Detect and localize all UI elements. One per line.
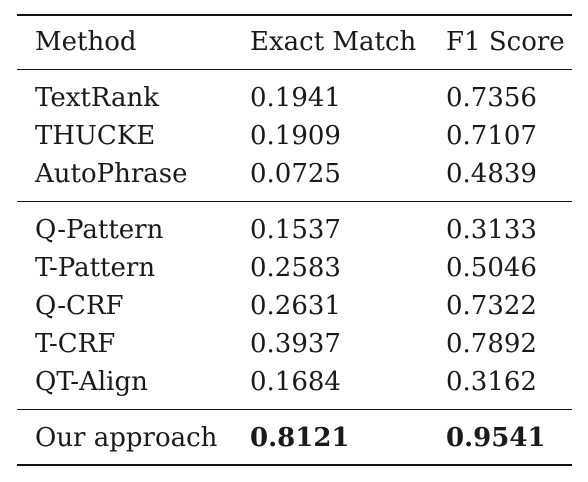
f1-cell: 0.3133 — [446, 215, 537, 245]
table-row: TextRank 0.1941 0.7356 — [0, 79, 588, 117]
exact-match-cell: 0.0725 — [250, 159, 341, 189]
method-cell: QT-Align — [35, 367, 148, 397]
table-row: THUCKE 0.1909 0.7107 — [0, 117, 588, 155]
exact-match-cell: 0.1537 — [250, 215, 341, 245]
table-row: T-CRF 0.3937 0.7892 — [0, 325, 588, 363]
f1-cell: 0.3162 — [446, 367, 537, 397]
method-cell: TextRank — [35, 83, 159, 113]
exact-match-cell: 0.1909 — [250, 121, 341, 151]
f1-cell: 0.7892 — [446, 329, 537, 359]
table-row: AutoPhrase 0.0725 0.4839 — [0, 155, 588, 193]
f1-cell: 0.9541 — [446, 423, 546, 453]
f1-cell: 0.4839 — [446, 159, 537, 189]
exact-match-cell: 0.2631 — [250, 291, 341, 321]
header-method: Method — [35, 27, 137, 57]
exact-match-cell: 0.1941 — [250, 83, 341, 113]
table-row: Q-Pattern 0.1537 0.3133 — [0, 211, 588, 249]
f1-cell: 0.7322 — [446, 291, 537, 321]
table-row: T-Pattern 0.2583 0.5046 — [0, 249, 588, 287]
method-cell: Our approach — [35, 423, 218, 453]
f1-cell: 0.5046 — [446, 253, 537, 283]
table-row: Our approach 0.8121 0.9541 — [0, 419, 588, 457]
exact-match-cell: 0.2583 — [250, 253, 341, 283]
table-row: QT-Align 0.1684 0.3162 — [0, 363, 588, 401]
method-cell: THUCKE — [35, 121, 156, 151]
top-rule — [17, 14, 572, 16]
f1-cell: 0.7356 — [446, 83, 537, 113]
method-cell: Q-CRF — [35, 291, 124, 321]
exact-match-cell: 0.8121 — [250, 423, 350, 453]
method-cell: Q-Pattern — [35, 215, 164, 245]
header-exact-match: Exact Match — [250, 27, 417, 57]
group-rule — [17, 409, 572, 410]
bottom-rule — [17, 464, 572, 466]
f1-cell: 0.7107 — [446, 121, 537, 151]
method-cell: AutoPhrase — [35, 159, 188, 189]
table-row: Q-CRF 0.2631 0.7322 — [0, 287, 588, 325]
group-rule — [17, 201, 572, 202]
header-row: Method Exact Match F1 Score — [0, 23, 588, 61]
header-f1-score: F1 Score — [446, 27, 565, 57]
exact-match-cell: 0.1684 — [250, 367, 341, 397]
method-cell: T-CRF — [35, 329, 116, 359]
method-cell: T-Pattern — [35, 253, 156, 283]
header-rule — [17, 69, 572, 70]
exact-match-cell: 0.3937 — [250, 329, 341, 359]
